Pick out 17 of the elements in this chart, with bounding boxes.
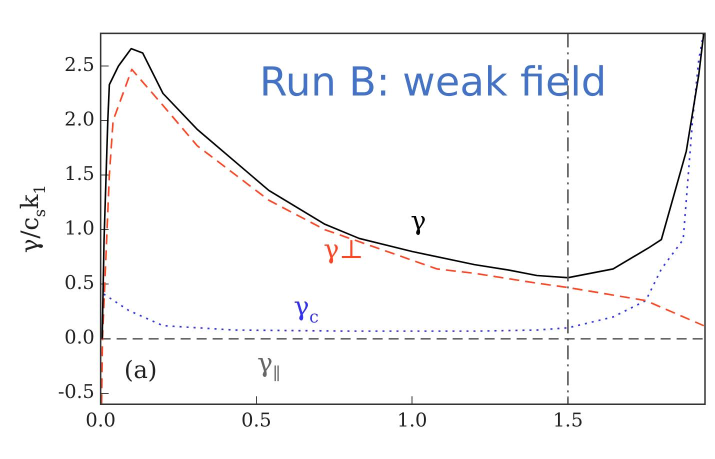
y-tick-label: 2.0: [64, 108, 95, 131]
y-tick-label: 0.5: [64, 272, 95, 294]
series-label: γ: [410, 206, 426, 237]
x-tick-label: 1.0: [397, 410, 428, 432]
annotation: (a): [124, 356, 158, 384]
series-label: γ⊥: [324, 235, 364, 266]
y-tick-label: 1.0: [64, 218, 95, 240]
series-label: γ∥: [257, 348, 281, 384]
y-tick-label: -0.5: [58, 381, 95, 404]
x-tick-label: 0.5: [241, 410, 272, 432]
y-tick-label: 0.0: [64, 326, 95, 349]
y-axis-title: γ/csk1: [16, 184, 50, 253]
y-tick-label: 2.5: [64, 54, 95, 76]
x-tick-label: 1.5: [552, 410, 584, 432]
y-tick-label: 1.5: [64, 163, 95, 186]
annotation: Run B: weak field: [260, 59, 607, 106]
x-tick-label: 0.0: [86, 410, 116, 432]
